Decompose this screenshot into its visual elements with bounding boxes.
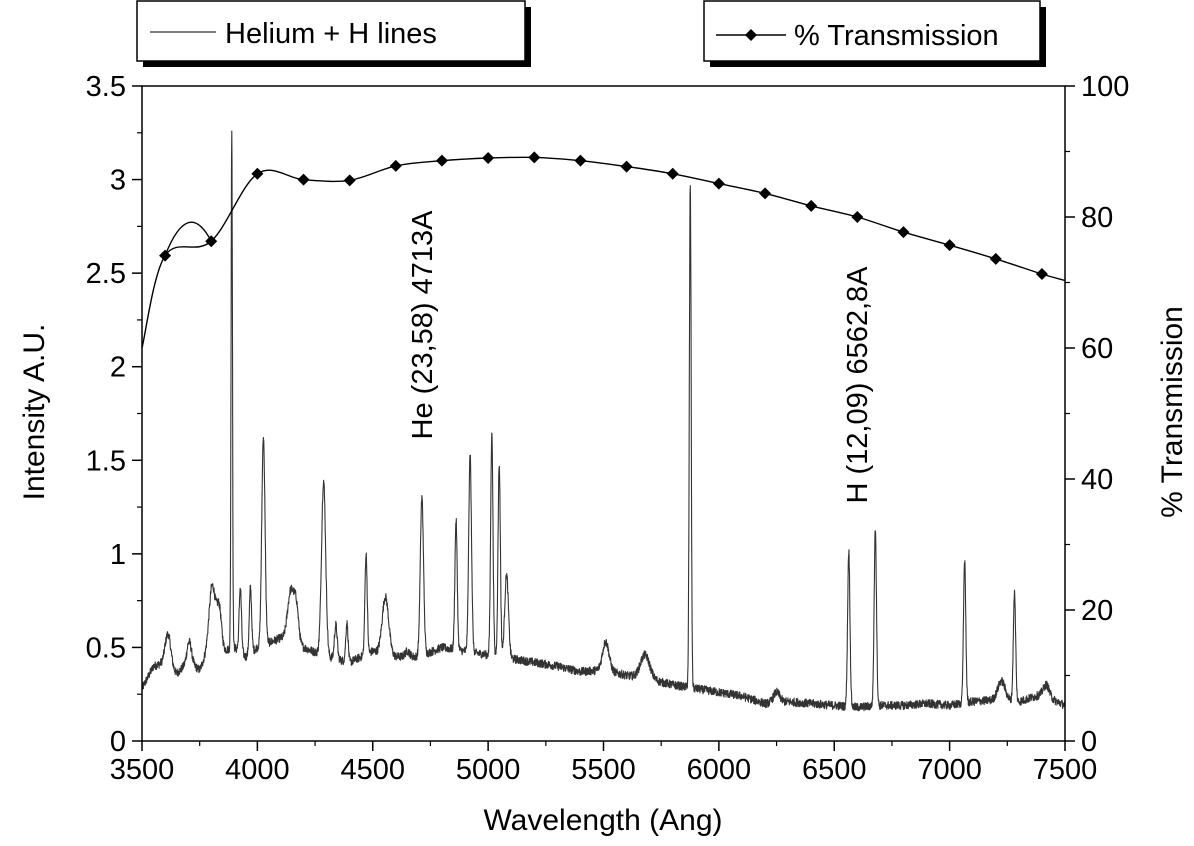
y-tick-label-1.5: 1.5 (86, 445, 126, 477)
transmission-point-6600 (851, 211, 864, 223)
y-tick-label-2.5: 2.5 (86, 258, 126, 290)
annotation-h-6562: H (12,09) 6562,8A (842, 266, 874, 504)
y-tick-label-3: 3 (110, 165, 126, 197)
annotation-he-4713: He (23,58) 4713A (407, 210, 439, 440)
transmission-point-3600 (159, 249, 172, 262)
y2-tick-label-80: 80 (1081, 202, 1113, 234)
transmission-point-7000 (943, 239, 956, 252)
transmission-point-6200 (759, 187, 772, 200)
x-tick-label-7000: 7000 (917, 754, 982, 786)
transmission-point-6400 (805, 199, 818, 212)
spectrum-line (141, 130, 1066, 712)
plot-layer (141, 130, 1066, 712)
y2-tick-label-100: 100 (1081, 71, 1129, 103)
y2-axis-label: % Transmission (1156, 306, 1189, 518)
transmission-point-7200 (989, 252, 1002, 265)
transmission-point-5600 (620, 160, 633, 173)
transmission-point-5000 (482, 152, 495, 165)
x-tick-label-6000: 6000 (687, 754, 752, 786)
legend-left-box (136, 0, 526, 62)
y-tick-label-3.5: 3.5 (86, 71, 126, 103)
transmission-line-hump (164, 221, 212, 256)
y2-tick-label-60: 60 (1081, 333, 1113, 365)
legend-right-box (703, 0, 1041, 62)
transmission-point-6800 (897, 226, 910, 239)
transmission-point-4000 (251, 167, 264, 180)
legend-left-label: Helium + H lines (225, 18, 437, 50)
y-tick-label-2: 2 (110, 352, 126, 384)
label-layer: Wavelength (Ang) Intensity A.U. % Transm… (18, 306, 1189, 837)
y2-tick-label-20: 20 (1081, 595, 1113, 627)
transmission-line (141, 156, 1066, 349)
transmission-point-4600 (389, 159, 402, 172)
x-tick-label-4500: 4500 (340, 754, 405, 786)
x-tick-label-6500: 6500 (802, 754, 867, 786)
y-tick-label-0.5: 0.5 (86, 632, 126, 664)
transmission-point-5800 (666, 167, 679, 180)
x-axis-label: Wavelength (Ang) (483, 804, 722, 837)
y-tick-label-1: 1 (110, 539, 126, 571)
y2-tick-label-0: 0 (1081, 726, 1097, 758)
transmission-point-3800 (205, 235, 218, 248)
transmission-point-4400 (343, 174, 356, 187)
transmission-point-5400 (574, 154, 587, 167)
transmission-point-4200 (297, 173, 310, 186)
plot-frame (141, 85, 1066, 742)
x-tick-label-7500: 7500 (1033, 754, 1098, 786)
legend-layer: Helium + H lines % Transmission (136, 0, 1046, 67)
x-tick-label-3500: 3500 (110, 754, 175, 786)
legend-right-label: % Transmission (794, 20, 999, 52)
y2-tick-label-40: 40 (1081, 464, 1113, 496)
transmission-point-6000 (712, 177, 725, 190)
axis-layer: 3500 4000 4500 5000 5500 6000 6500 7000 750000.5… (86, 71, 1130, 786)
x-tick-label-5500: 5500 (571, 754, 636, 786)
x-tick-label-4000: 4000 (225, 754, 290, 786)
legend-right-diamond-icon (745, 29, 757, 41)
annotation-layer: He (23,58) 4713A H (12,09) 6562,8A (407, 210, 874, 504)
x-tick-label-5000: 5000 (456, 754, 521, 786)
y-tick-label-0: 0 (110, 726, 126, 758)
transmission-point-5200 (528, 151, 541, 164)
y-axis-label: Intensity A.U. (18, 324, 51, 501)
transmission-point-4800 (435, 154, 448, 167)
transmission-point-7400 (1035, 267, 1048, 280)
